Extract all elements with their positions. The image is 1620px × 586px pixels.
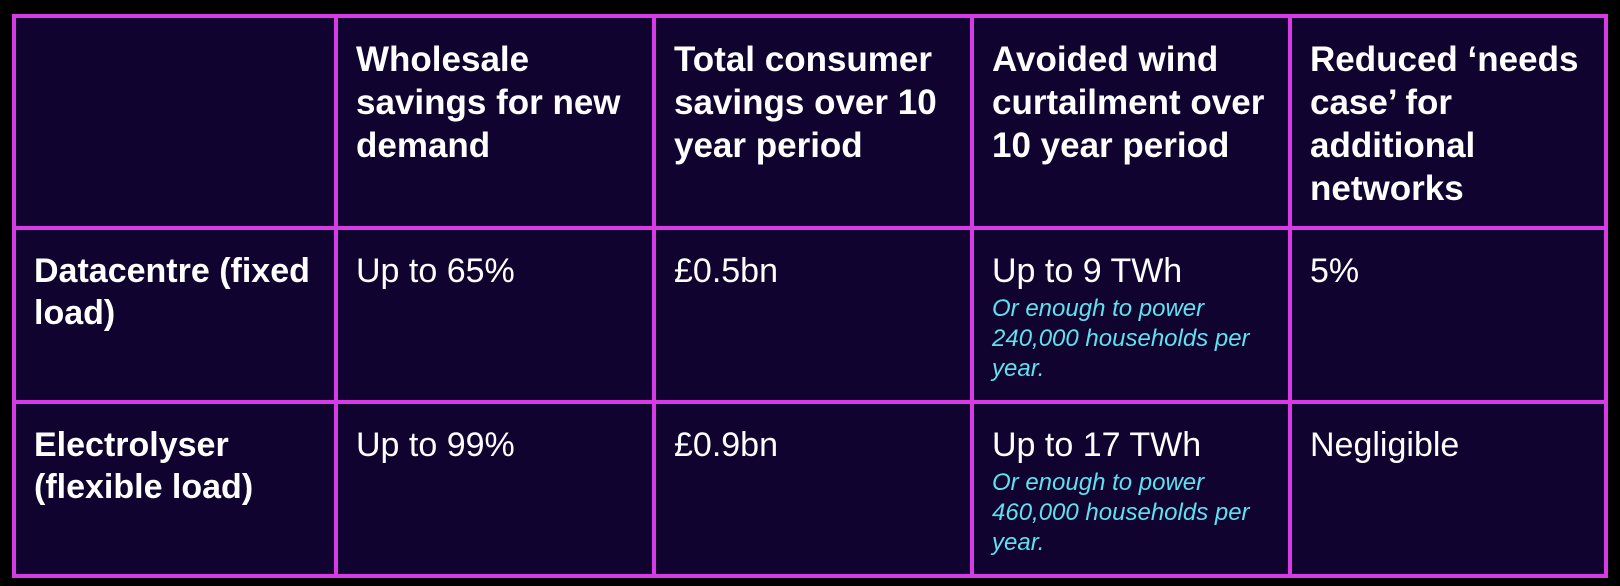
avoided-curtailment-cell: Up to 9 TWh Or enough to power 240,000 h…	[970, 226, 1292, 404]
header-label: Reduced ‘needs case’ for additional netw…	[1310, 40, 1579, 208]
avoided-curtailment-cell: Up to 17 TWh Or enough to power 460,000 …	[970, 400, 1292, 574]
row-label-cell: Electrolyser (flexible load)	[16, 400, 338, 574]
table-row-datacentre: Datacentre (fixed load) Up to 65% £0.5bn…	[16, 226, 1604, 404]
consumer-savings-value: £0.9bn	[674, 426, 778, 464]
wholesale-savings-cell: Up to 99%	[334, 400, 656, 574]
row-label-cell: Datacentre (fixed load)	[16, 226, 338, 404]
comparison-table-frame: Wholesale savings for new demand Total c…	[12, 14, 1608, 578]
header-cell-reduced-needs-case: Reduced ‘needs case’ for additional netw…	[1288, 18, 1604, 230]
header-cell-wholesale-savings: Wholesale savings for new demand	[334, 18, 656, 230]
table-header-row: Wholesale savings for new demand Total c…	[16, 18, 1604, 230]
row-label: Datacentre (fixed load)	[34, 252, 310, 332]
reduced-needs-case-cell: 5%	[1288, 226, 1604, 404]
wholesale-savings-value: Up to 99%	[356, 426, 515, 464]
households-note: Or enough to power 460,000 households pe…	[992, 469, 1250, 556]
table-row-electrolyser: Electrolyser (flexible load) Up to 99% £…	[16, 400, 1604, 574]
header-cell-avoided-curtailment: Avoided wind curtailment over 10 year pe…	[970, 18, 1292, 230]
consumer-savings-value: £0.5bn	[674, 252, 778, 290]
avoided-curtailment-value: Up to 17 TWh	[992, 426, 1202, 464]
reduced-needs-case-value: Negligible	[1310, 426, 1460, 464]
header-cell-empty	[16, 18, 338, 230]
households-note: Or enough to power 240,000 households pe…	[992, 295, 1250, 382]
avoided-curtailment-value: Up to 9 TWh	[992, 252, 1183, 290]
wholesale-savings-cell: Up to 65%	[334, 226, 656, 404]
consumer-savings-cell: £0.9bn	[652, 400, 974, 574]
header-label: Wholesale savings for new demand	[356, 40, 621, 165]
wholesale-savings-value: Up to 65%	[356, 252, 515, 290]
reduced-needs-case-value: 5%	[1310, 252, 1360, 290]
header-cell-consumer-savings: Total consumer savings over 10 year peri…	[652, 18, 974, 230]
header-label: Total consumer savings over 10 year peri…	[674, 40, 937, 165]
consumer-savings-cell: £0.5bn	[652, 226, 974, 404]
reduced-needs-case-cell: Negligible	[1288, 400, 1604, 574]
header-label: Avoided wind curtailment over 10 year pe…	[992, 40, 1265, 165]
header-label	[16, 18, 334, 38]
comparison-table: Wholesale savings for new demand Total c…	[16, 18, 1604, 574]
row-label: Electrolyser (flexible load)	[34, 426, 254, 506]
